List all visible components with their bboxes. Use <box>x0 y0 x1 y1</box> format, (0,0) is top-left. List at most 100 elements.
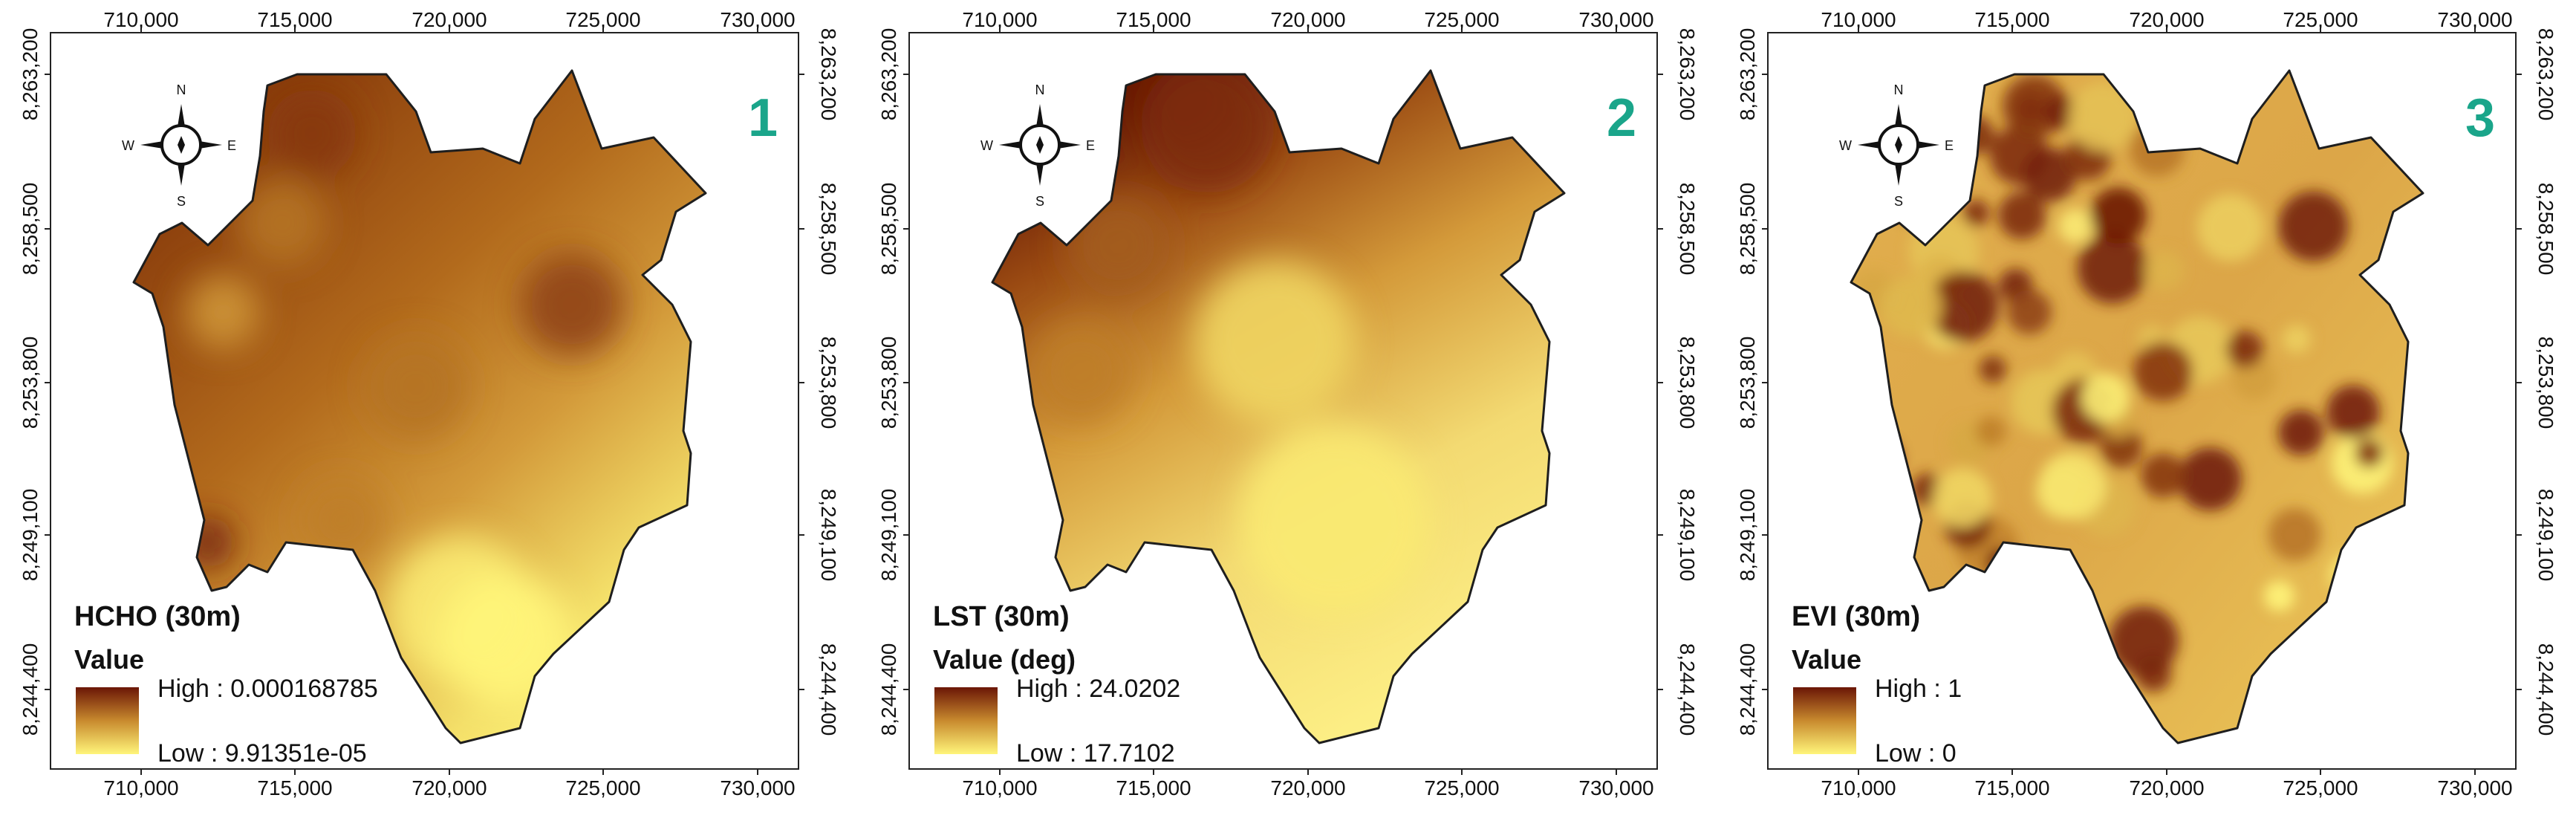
legend-high-label: High : 0.000168785 <box>157 675 378 703</box>
axis-ticks: 710,000 710,000 715,000 715,000 720,000 720,0… <box>19 8 840 799</box>
axis-ticks: 710,000 710,000 715,000 715,000 720,000 720,0… <box>877 8 1699 799</box>
x-tick-label-top: 725,000 <box>1424 8 1499 31</box>
map-3-svg: 710,000 710,000 715,000 715,000 720,000 720,0… <box>1736 8 2557 799</box>
compass-e: E <box>1086 138 1095 153</box>
x-tick-label-top: 715,000 <box>1116 8 1191 31</box>
x-tick-label-bottom: 730,000 <box>2437 776 2512 799</box>
legend: HCHO (30m) Value High : 0.000168785 Low : 9… <box>74 601 378 768</box>
y-tick-label-right: 8,258,500 <box>2534 183 2557 276</box>
y-tick-label-left: 8,249,100 <box>19 489 42 582</box>
legend-layer-title: LST (30m) <box>933 601 1070 632</box>
y-tick-label-right: 8,253,800 <box>1676 337 1699 429</box>
legend: LST (30m) Value (deg)High : 24.0202 Low : … <box>933 601 1180 768</box>
x-tick-label-top: 715,000 <box>257 8 332 31</box>
legend-color-ramp <box>76 687 139 754</box>
map-2-svg: 710,000 710,000 715,000 715,000 720,000 720,0… <box>877 8 1699 799</box>
x-tick-label-top: 720,000 <box>412 8 487 31</box>
y-tick-label-right: 8,253,800 <box>817 337 840 429</box>
y-tick-label-right: 8,244,400 <box>2534 643 2557 736</box>
north-arrow-compass-icon: N S E W <box>980 82 1095 209</box>
y-tick-label-right: 8,249,100 <box>1676 489 1699 582</box>
y-tick-label-left: 8,249,100 <box>1736 489 1759 582</box>
y-tick-label-right: 8,253,800 <box>2534 337 2557 429</box>
compass-s: S <box>1894 194 1903 209</box>
compass-w: W <box>1839 138 1852 153</box>
legend: EVI (30m) Value High : 1 Low : 0 <box>1792 601 1962 768</box>
x-tick-label-bottom: 730,000 <box>1578 776 1653 799</box>
study-area-boundary <box>132 69 707 744</box>
x-tick-label-bottom: 710,000 <box>103 776 178 799</box>
y-tick-label-left: 8,244,400 <box>877 643 900 736</box>
y-tick-label-right: 8,263,200 <box>2534 28 2557 121</box>
axis-ticks: 710,000 710,000 715,000 715,000 720,000 720,0… <box>1736 8 2557 799</box>
map-1-svg: 710,000 710,000 715,000 715,000 720,000 720,0… <box>19 8 840 799</box>
study-area-boundary <box>1850 69 2424 744</box>
x-tick-label-bottom: 720,000 <box>1270 776 1345 799</box>
map-panel-1: 710,000 710,000 715,000 715,000 720,000 720,0… <box>0 0 859 821</box>
y-tick-label-right: 8,258,500 <box>817 183 840 276</box>
x-tick-label-top: 725,000 <box>565 8 640 31</box>
legend-value-label: Value <box>1792 644 1861 675</box>
x-tick-label-top: 730,000 <box>2437 8 2512 31</box>
x-tick-label-bottom: 710,000 <box>962 776 1037 799</box>
y-tick-label-left: 8,258,500 <box>877 183 900 276</box>
x-tick-label-top: 715,000 <box>1974 8 2049 31</box>
compass-w: W <box>122 138 134 153</box>
x-tick-label-bottom: 715,000 <box>257 776 332 799</box>
x-tick-label-bottom: 715,000 <box>1974 776 2049 799</box>
compass-w: W <box>980 138 993 153</box>
x-tick-label-bottom: 710,000 <box>1821 776 1896 799</box>
compass-s: S <box>1035 194 1044 209</box>
y-tick-label-left: 8,253,800 <box>1736 337 1759 429</box>
legend-value-label: Value <box>74 644 144 675</box>
legend-high-label: High : 24.0202 <box>1016 675 1180 703</box>
map-panel-3: 710,000 710,000 715,000 715,000 720,000 720,0… <box>1717 0 2576 821</box>
y-tick-label-right: 8,263,200 <box>1676 28 1699 121</box>
y-tick-label-left: 8,263,200 <box>19 28 42 121</box>
legend-layer-title: EVI (30m) <box>1792 601 1920 632</box>
compass-n: N <box>1035 82 1045 97</box>
y-tick-label-left: 8,258,500 <box>19 183 42 276</box>
compass-e: E <box>227 138 236 153</box>
compass-n: N <box>177 82 186 97</box>
x-tick-label-top: 725,000 <box>2283 8 2358 31</box>
x-tick-label-bottom: 725,000 <box>2283 776 2358 799</box>
y-tick-label-left: 8,253,800 <box>877 337 900 429</box>
x-tick-label-bottom: 720,000 <box>2129 776 2204 799</box>
legend-value-label: Value (deg) <box>933 644 1076 675</box>
y-tick-label-right: 8,249,100 <box>2534 489 2557 582</box>
y-tick-label-right: 8,258,500 <box>1676 183 1699 276</box>
y-tick-label-left: 8,244,400 <box>19 643 42 736</box>
map-panel-2: 710,000 710,000 715,000 715,000 720,000 720,0… <box>859 0 1717 821</box>
y-tick-label-right: 8,249,100 <box>817 489 840 582</box>
y-tick-label-left: 8,249,100 <box>877 489 900 582</box>
x-tick-label-top: 710,000 <box>103 8 178 31</box>
y-tick-label-left: 8,263,200 <box>877 28 900 121</box>
x-tick-label-top: 730,000 <box>720 8 795 31</box>
north-arrow-compass-icon: N S E W <box>122 82 236 209</box>
x-tick-label-top: 710,000 <box>1821 8 1896 31</box>
legend-low-label: Low : 17.7102 <box>1016 739 1175 768</box>
compass-e: E <box>1945 138 1954 153</box>
x-tick-label-bottom: 730,000 <box>720 776 795 799</box>
x-tick-label-bottom: 715,000 <box>1116 776 1191 799</box>
x-tick-label-bottom: 720,000 <box>412 776 487 799</box>
x-tick-label-top: 720,000 <box>2129 8 2204 31</box>
y-tick-label-right: 8,244,400 <box>817 643 840 736</box>
x-tick-label-top: 730,000 <box>1578 8 1653 31</box>
legend-high-label: High : 1 <box>1875 675 1962 703</box>
panel-number: 3 <box>2465 88 2495 148</box>
panel-number: 2 <box>1607 88 1636 148</box>
x-tick-label-top: 710,000 <box>962 8 1037 31</box>
legend-low-label: Low : 9.91351e-05 <box>157 739 367 768</box>
compass-n: N <box>1894 82 1904 97</box>
y-tick-label-left: 8,253,800 <box>19 337 42 429</box>
north-arrow-compass-icon: N S E W <box>1839 82 1954 209</box>
legend-color-ramp <box>1793 687 1856 754</box>
legend-layer-title: HCHO (30m) <box>74 601 241 632</box>
y-tick-label-left: 8,244,400 <box>1736 643 1759 736</box>
legend-color-ramp <box>934 687 998 754</box>
y-tick-label-left: 8,263,200 <box>1736 28 1759 121</box>
y-tick-label-right: 8,263,200 <box>817 28 840 121</box>
y-tick-label-left: 8,258,500 <box>1736 183 1759 276</box>
